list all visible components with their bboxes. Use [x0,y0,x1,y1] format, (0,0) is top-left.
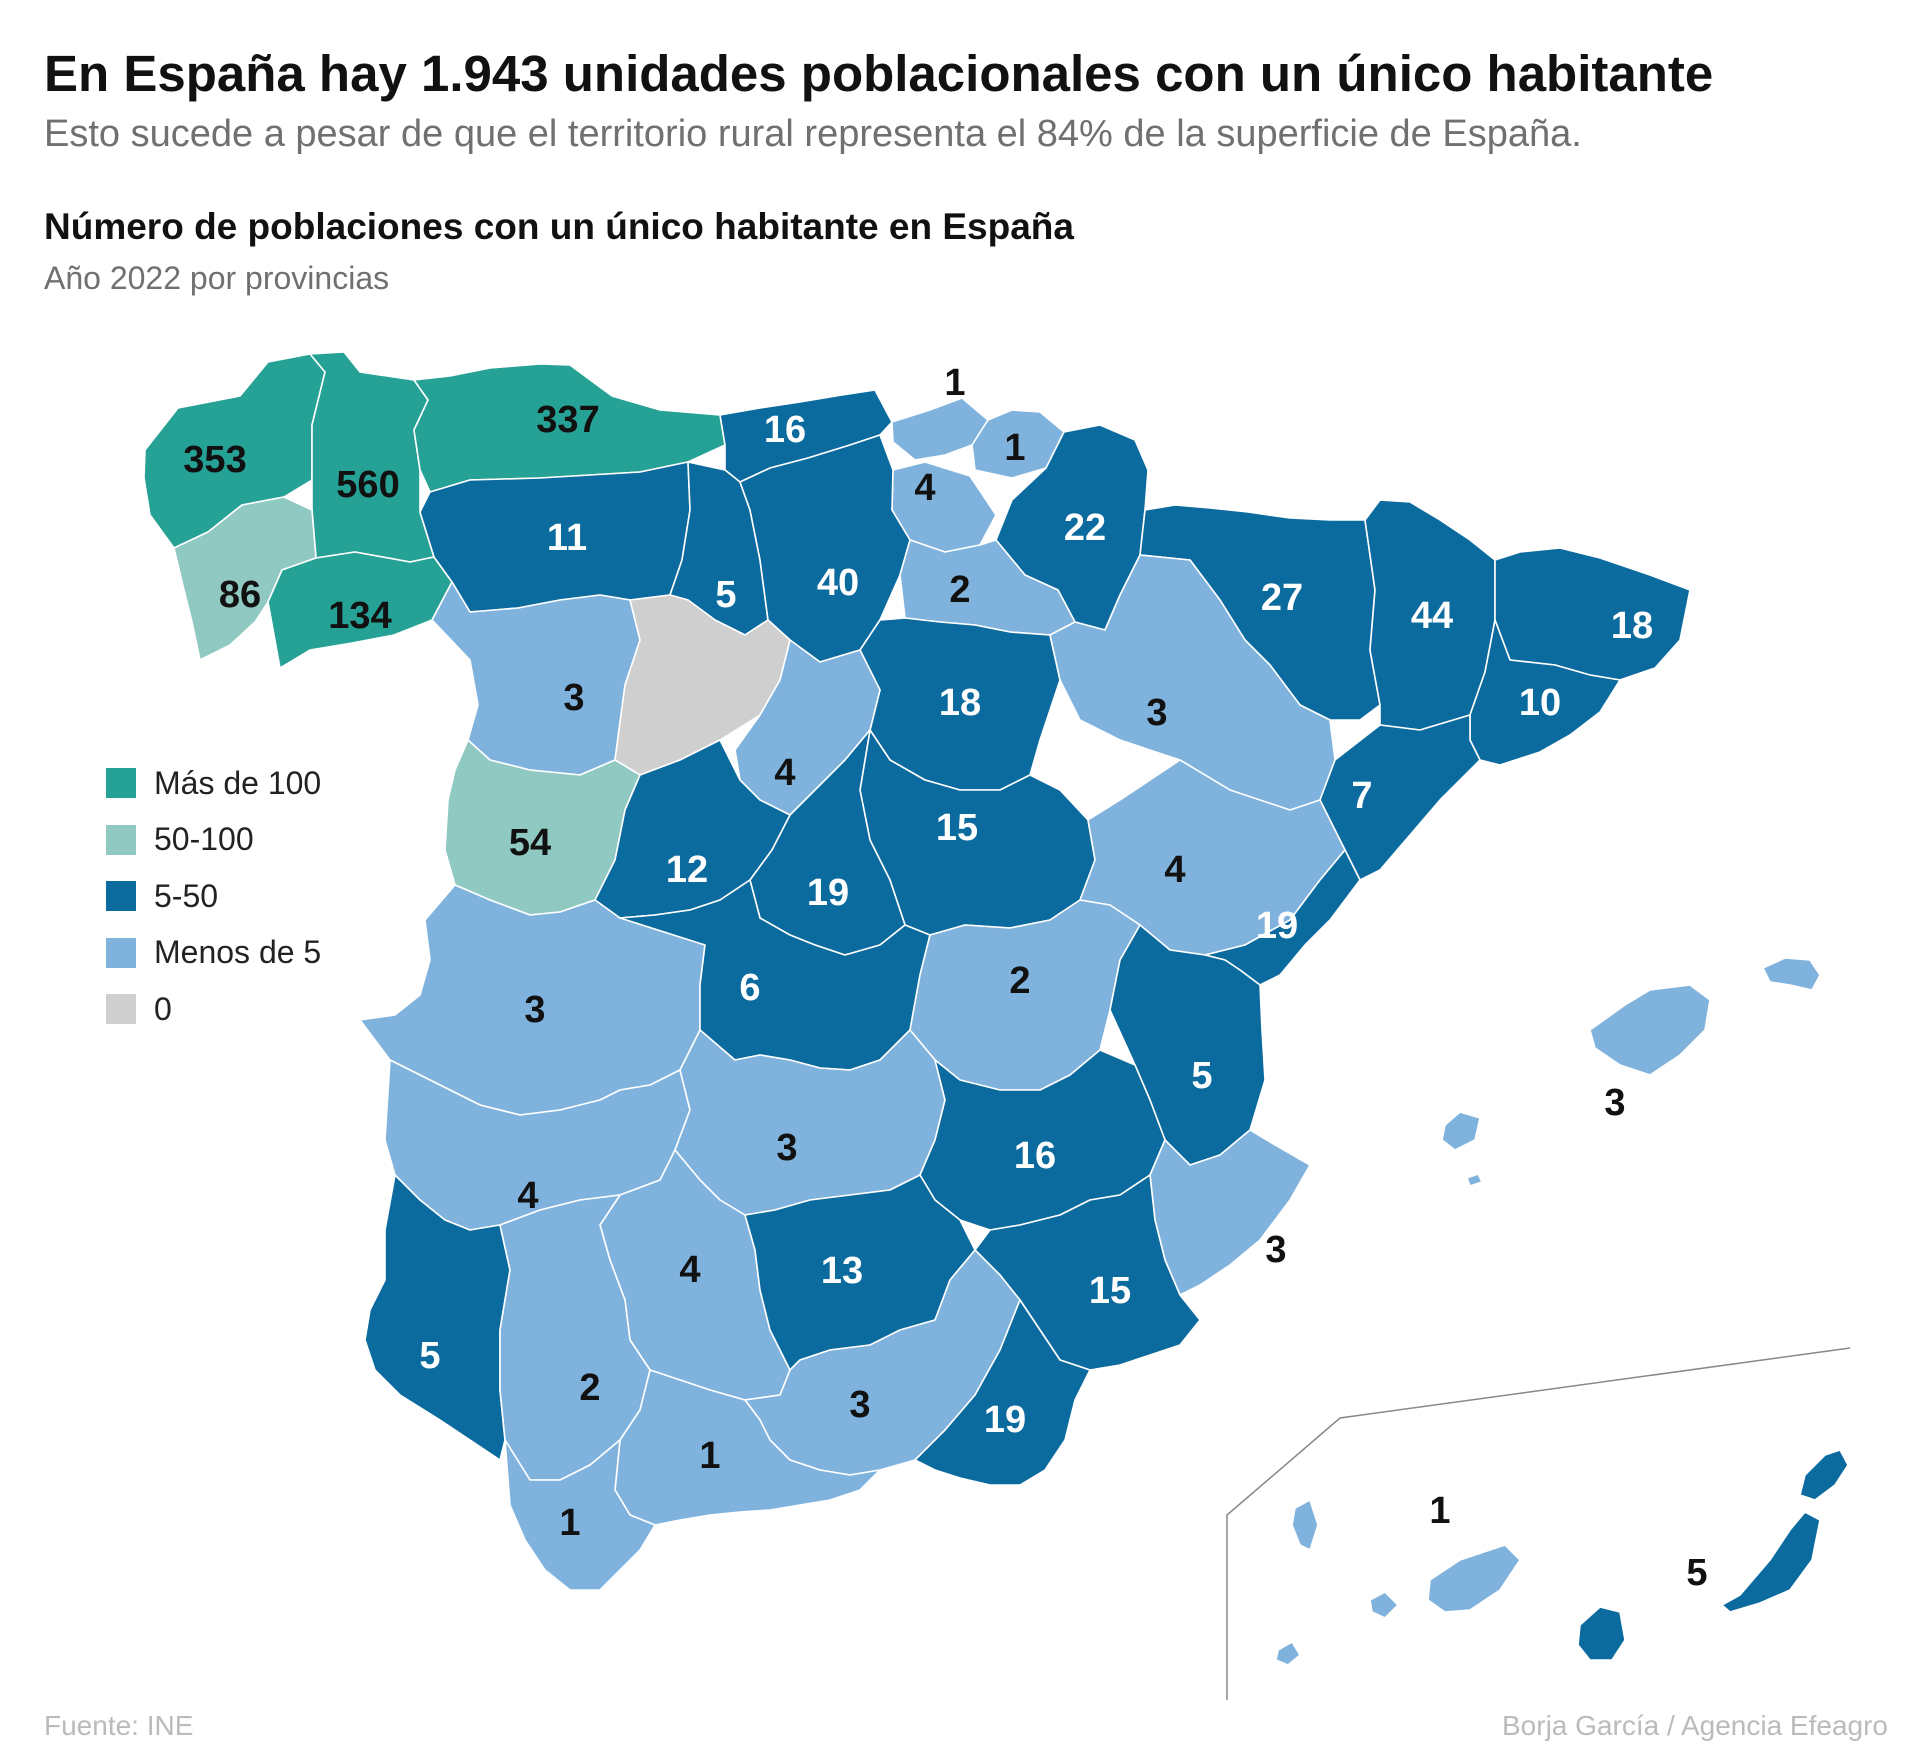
legend-item: 50-100 [106,812,321,869]
legend-item: 5-50 [106,868,321,925]
legend-label: 50-100 [154,821,254,858]
value-label-valencia: 5 [1191,1055,1212,1097]
chart-subtitle: Año 2022 por provincias [44,260,390,296]
legend-swatch [106,881,136,912]
chart-title: Número de poblaciones con un único habit… [44,206,1074,247]
value-label-madrid: 19 [807,872,849,914]
value-label-girona: 18 [1611,605,1653,647]
value-label-la-rioja: 2 [949,569,970,611]
value-label-gipuzkoa: 1 [1004,427,1025,469]
value-label-teruel: 4 [1164,849,1185,891]
value-label-pontevedra: 86 [219,574,261,616]
value-label-sevilla: 2 [579,1367,600,1409]
province-illes-balears [1466,1173,1483,1187]
value-label-guadalajara: 15 [936,807,978,849]
value-label-albacete: 16 [1014,1135,1056,1177]
province-zamora [431,581,641,776]
credit-note: Borja García / Agencia Efeagro [1502,1710,1888,1741]
value-label-a-coruna: 353 [183,439,246,481]
value-label-cadiz: 1 [559,1502,580,1544]
province-girona [1494,547,1691,681]
value-label-alicante: 3 [1265,1229,1286,1271]
province-illes-balears [1762,957,1821,991]
value-label-jaen: 13 [821,1250,863,1292]
province-almeria [914,1299,1091,1486]
value-label-burgos: 40 [817,562,859,604]
value-label-tarragona: 7 [1351,775,1372,817]
value-label-caceres: 3 [524,989,545,1031]
value-label-almeria: 19 [984,1399,1026,1441]
legend-label: Más de 100 [154,764,322,801]
value-label-zamora: 3 [563,677,584,719]
legend-swatch [106,768,136,799]
legend-swatch [106,824,136,855]
province-malaga [614,1369,881,1526]
value-label-illes-balears: 3 [1604,1082,1625,1124]
province-santa-cruz-de-tenerife [1291,1499,1319,1551]
value-label-badajoz: 4 [517,1175,538,1217]
value-label-granada: 3 [849,1384,870,1426]
province-illes-balears [1441,1111,1481,1151]
value-label-cuenca: 2 [1009,960,1030,1002]
legend-item: Menos de 5 [106,925,321,982]
province-santa-cruz-de-tenerife [1427,1544,1521,1613]
province-santa-cruz-de-tenerife [1275,1641,1301,1666]
province-las-palmas [1721,1511,1821,1613]
source-note: Fuente: INE [44,1710,194,1741]
value-label-toledo: 6 [739,967,760,1009]
value-label-navarra: 22 [1064,507,1106,549]
value-label-asturias: 337 [536,399,599,441]
legend-label: 0 [154,990,172,1027]
legend-item: 0 [106,981,321,1038]
province-santa-cruz-de-tenerife [1369,1591,1399,1619]
province-zaragoza [1049,554,1336,811]
value-label-santa-cruz-de-tenerife: 1 [1429,1490,1450,1532]
value-label-avila: 12 [666,849,708,891]
canary-inset-frame [1226,1347,1851,1700]
value-label-leon: 11 [547,517,587,559]
subheadline: Esto sucede a pesar de que el territorio… [44,113,1582,155]
value-label-huelva: 5 [419,1335,440,1377]
value-label-segovia: 4 [774,752,795,794]
value-label-las-palmas: 5 [1686,1552,1707,1594]
value-label-cantabria: 16 [764,409,806,451]
province-huelva [364,1174,511,1461]
legend-swatch [106,937,136,968]
value-label-zaragoza: 3 [1146,692,1167,734]
value-label-salamanca: 54 [509,822,551,864]
value-label-murcia: 15 [1089,1270,1131,1312]
value-label-huesca: 27 [1261,577,1303,619]
value-label-bizkaia: 1 [944,362,965,404]
value-label-ciudad-real: 3 [776,1127,797,1169]
province-cadiz [504,1439,656,1591]
legend-swatch [106,994,136,1025]
legend-label: Menos de 5 [154,934,322,971]
value-label-alava: 4 [914,467,935,509]
legend: Más de 100 50-100 5-50 Menos de 5 0 [106,755,321,1038]
province-lugo [309,351,435,563]
value-label-ourense: 134 [328,595,391,637]
value-label-castellon: 19 [1256,905,1298,947]
province-las-palmas [1577,1606,1626,1661]
legend-item: Más de 100 [106,755,321,812]
value-label-soria: 18 [939,682,981,724]
value-label-lleida: 44 [1411,595,1453,637]
value-label-lugo: 560 [336,464,399,506]
legend-label: 5-50 [154,877,219,914]
value-label-malaga: 1 [699,1435,720,1477]
province-las-palmas [1799,1449,1849,1501]
value-label-barcelona: 10 [1519,682,1561,724]
headline: En España hay 1.943 unidades poblacional… [44,45,1714,102]
value-label-palencia: 5 [715,574,736,616]
province-illes-balears [1589,984,1711,1076]
value-label-cordoba: 4 [679,1249,700,1291]
